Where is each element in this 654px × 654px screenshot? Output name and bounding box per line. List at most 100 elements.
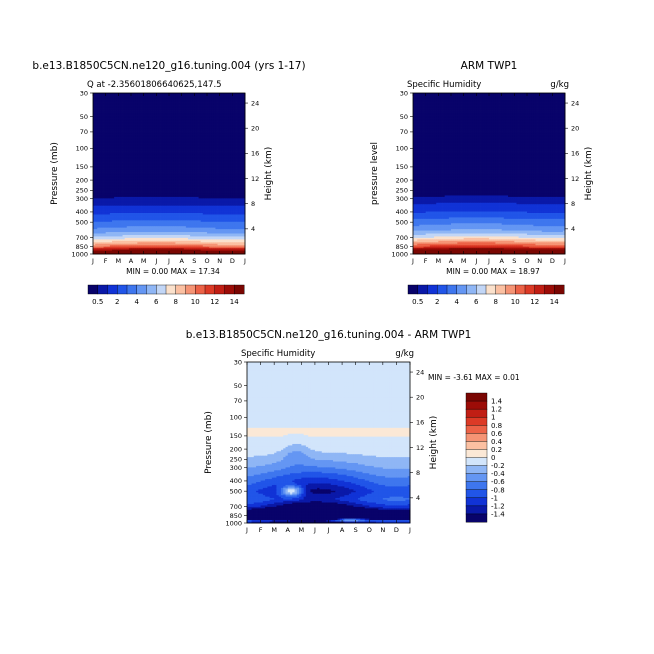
field-cell xyxy=(209,120,212,123)
field-cell xyxy=(230,100,233,103)
field-cell xyxy=(202,100,206,103)
field-cell xyxy=(213,110,216,113)
field-cell xyxy=(158,103,161,106)
field-cell xyxy=(135,112,138,114)
field-cell xyxy=(240,98,244,101)
field-cell xyxy=(217,94,221,97)
field-cell xyxy=(114,117,117,120)
field-cell xyxy=(209,100,212,103)
field-cell xyxy=(137,122,140,125)
field-cell xyxy=(175,112,178,114)
field-cell xyxy=(171,119,174,122)
field-cell xyxy=(154,97,157,100)
field-cell xyxy=(166,114,170,117)
field-cell xyxy=(143,98,147,101)
field-cell xyxy=(164,110,168,113)
field-cell xyxy=(137,95,140,98)
field-cell xyxy=(185,100,189,103)
field-cell xyxy=(173,112,176,114)
field-cell xyxy=(103,117,107,120)
field-cell xyxy=(192,113,195,116)
field-cell xyxy=(204,95,208,98)
field-cell xyxy=(188,125,191,128)
field-cell xyxy=(215,117,218,120)
field-cell xyxy=(169,109,172,111)
field-cell xyxy=(166,93,170,95)
field-cell xyxy=(223,107,227,110)
field-cell xyxy=(95,104,98,107)
field-cell xyxy=(118,98,121,101)
field-cell xyxy=(137,116,140,119)
field-cell xyxy=(177,110,180,113)
field-cell xyxy=(133,106,136,109)
field-cell xyxy=(160,122,164,125)
field-cell xyxy=(181,93,185,95)
field-cell xyxy=(141,120,145,123)
field-cell xyxy=(137,120,140,123)
field-cell xyxy=(105,120,109,123)
field-cell xyxy=(169,101,172,104)
field-cell xyxy=(198,98,202,101)
field-cell xyxy=(190,114,193,117)
field-cell xyxy=(150,112,153,114)
field-cell xyxy=(204,107,208,110)
field-cell xyxy=(238,117,242,120)
field-cell xyxy=(99,106,102,109)
field-cell xyxy=(118,103,121,106)
field-cell xyxy=(152,98,155,101)
field-cell xyxy=(93,94,96,97)
field-cell xyxy=(141,122,145,125)
field-cell xyxy=(236,110,240,113)
field-cell xyxy=(145,117,149,120)
field-cell xyxy=(112,107,115,110)
field-cell xyxy=(198,110,202,113)
field-cell xyxy=(171,112,174,114)
field-cell xyxy=(141,106,145,109)
field-cell xyxy=(154,98,157,101)
field-cell xyxy=(211,104,214,107)
field-cell xyxy=(116,106,119,109)
field-cell xyxy=(116,93,119,95)
field-cell xyxy=(169,95,172,98)
field-cell xyxy=(147,125,151,128)
field-cell xyxy=(228,101,231,104)
field-cell xyxy=(236,98,240,101)
field-cell xyxy=(202,112,206,114)
field-cell xyxy=(93,100,96,103)
field-cell xyxy=(120,98,123,101)
field-cell xyxy=(198,112,202,114)
field-cell xyxy=(209,103,212,106)
field-cell xyxy=(126,104,130,107)
field-cell xyxy=(122,110,126,113)
field-cell xyxy=(103,110,107,113)
field-cell xyxy=(135,107,138,110)
field-cell xyxy=(124,117,128,120)
field-cell xyxy=(154,120,157,123)
field-cell xyxy=(95,95,98,98)
field-cell xyxy=(162,93,166,95)
field-cell xyxy=(192,97,195,100)
field-cell xyxy=(95,114,98,117)
field-cell xyxy=(122,93,126,95)
field-cell xyxy=(198,114,202,117)
field-cell xyxy=(152,95,155,98)
field-cell xyxy=(143,114,147,117)
field-cell xyxy=(164,95,168,98)
field-cell xyxy=(221,113,225,116)
field-cell xyxy=(133,123,136,126)
field-cell xyxy=(147,104,151,107)
field-cell xyxy=(240,94,244,97)
field-cell xyxy=(145,120,149,123)
field-cell xyxy=(173,110,176,113)
field-cell xyxy=(234,100,237,103)
field-cell xyxy=(166,107,170,110)
field-cell xyxy=(141,107,145,110)
field-cell xyxy=(93,110,96,113)
field-cell xyxy=(150,100,153,103)
field-cell xyxy=(105,109,109,111)
field-cell xyxy=(107,122,111,125)
field-cell xyxy=(99,101,102,104)
field-cell xyxy=(99,116,102,119)
field-cell xyxy=(109,97,113,100)
field-cell xyxy=(215,114,218,117)
